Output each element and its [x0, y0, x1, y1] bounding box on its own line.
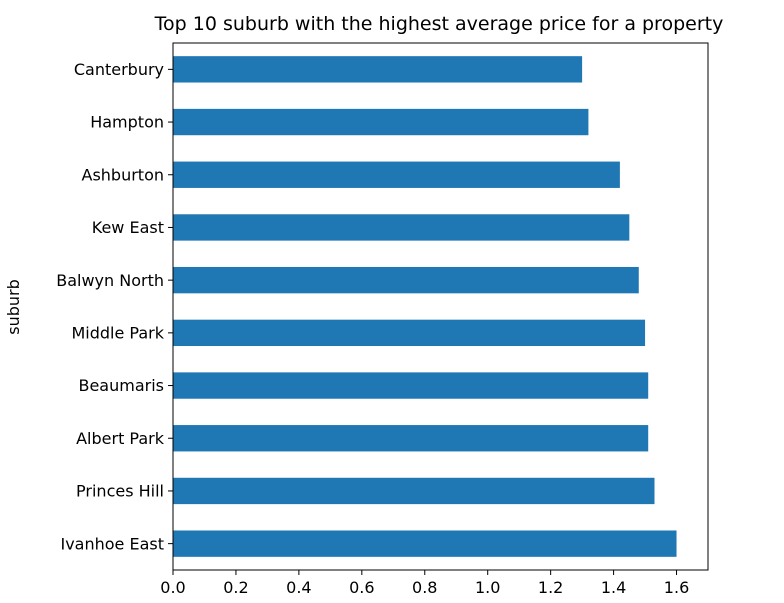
bar-kew-east [173, 214, 630, 241]
bar-hampton [173, 108, 589, 136]
x-tick-label: 0.0 [160, 578, 185, 597]
y-tick-label: Hampton [90, 113, 164, 132]
y-tick-label: Middle Park [71, 323, 164, 342]
y-tick-label: Ivanhoe East [60, 534, 164, 553]
x-tick-label: 1.2 [538, 578, 563, 597]
y-tick-label: Princes Hill [76, 482, 164, 501]
bar-ashburton [173, 161, 620, 188]
y-tick-label: Albert Park [76, 429, 165, 448]
plot-area [173, 56, 677, 557]
x-tick-label: 1.6 [664, 578, 689, 597]
x-tick-label: 1.4 [601, 578, 626, 597]
bar-albert-park [173, 425, 649, 452]
bar-canterbury [173, 56, 583, 83]
y-tick-label: Beaumaris [78, 376, 164, 395]
x-tick-label: 0.2 [223, 578, 248, 597]
x-axis: 0.0 0.2 0.4 0.6 0.8 1.0 1.2 1.4 1.6 [160, 570, 689, 597]
y-tick-label: Balwyn North [56, 271, 164, 290]
y-axis: Ivanhoe East Princes Hill Albert Park Beaum… [56, 60, 173, 553]
bar-beaumaris [173, 372, 649, 399]
x-tick-label: 0.8 [412, 578, 437, 597]
y-tick-label: Ashburton [82, 165, 165, 184]
y-tick-label: Kew East [92, 218, 164, 237]
bar-balwyn-north [173, 266, 639, 294]
y-tick-label: Canterbury [74, 60, 164, 79]
chart-title: Top 10 suburb with the highest average p… [154, 13, 724, 35]
x-tick-label: 0.6 [349, 578, 374, 597]
plot-frame [172, 42, 709, 571]
y-axis-label: suburb [4, 279, 23, 335]
bar-middle-park [173, 319, 646, 347]
bar-princes-hill [173, 477, 655, 505]
x-tick-label: 0.4 [286, 578, 311, 597]
bar-ivanhoe-east [173, 530, 677, 557]
x-tick-label: 1.0 [475, 578, 500, 597]
